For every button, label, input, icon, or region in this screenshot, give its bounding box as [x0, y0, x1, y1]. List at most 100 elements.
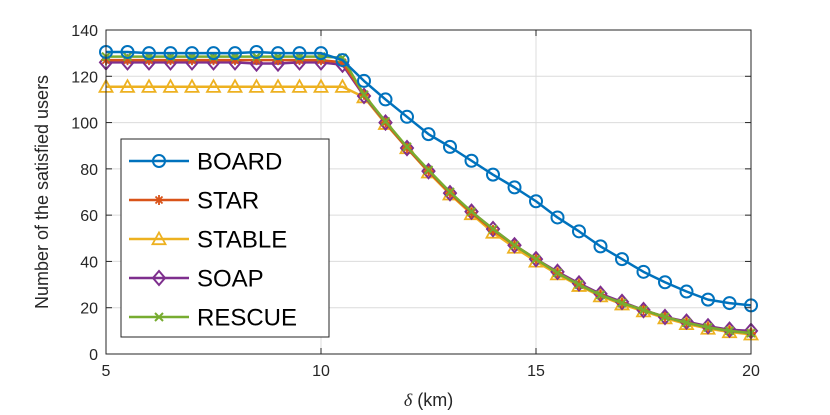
data-point-stable: [226, 78, 244, 93]
y-axis-title: Number of the satisfied users: [32, 75, 52, 309]
data-point-board: [507, 180, 522, 195]
data-point-rescue: [509, 240, 520, 250]
legend-label-star: STAR: [197, 188, 259, 215]
data-point-rescue: [488, 224, 498, 234]
data-point-board: [185, 46, 199, 61]
data-point-board: [206, 46, 221, 61]
data-point-stable: [312, 78, 330, 93]
data-point-board: [421, 127, 436, 142]
data-point-soap: [378, 114, 393, 132]
data-point-board: [163, 46, 178, 61]
data-point-rescue: [402, 142, 412, 152]
y-axis-tick-labels: 0 20 40 60 80 100 120 140: [71, 23, 98, 364]
legend-item-rescue: RESCUE: [129, 305, 297, 332]
data-point-board: [228, 46, 242, 61]
legend: BOARD STAR STABLE SOAP RESCUE: [120, 138, 330, 338]
data-point-soap: [399, 139, 415, 157]
y-tick-label: 60: [80, 208, 98, 225]
legend-item-board: BOARD: [129, 149, 282, 176]
data-point-rescue: [251, 51, 262, 62]
data-point-board: [636, 264, 651, 279]
data-point-rescue: [660, 312, 670, 322]
legend-marker-star: [154, 195, 164, 205]
x-tick-label: 5: [102, 363, 111, 380]
legend-item-soap: SOAP: [129, 266, 264, 293]
data-point-board: [486, 167, 500, 182]
data-point-board: [679, 284, 694, 299]
data-point-rescue: [724, 326, 735, 336]
data-point-rescue: [595, 290, 606, 300]
data-point-rescue: [703, 322, 713, 333]
data-point-stable: [248, 78, 265, 93]
data-point-rescue: [617, 298, 627, 308]
x-tick-label: 10: [312, 363, 330, 380]
legend-label-soap: SOAP: [197, 266, 264, 293]
data-point-board: [443, 139, 457, 154]
data-point-stable: [119, 78, 136, 93]
data-point-stable: [291, 78, 308, 93]
data-point-soap: [356, 87, 372, 105]
data-point-rescue: [638, 305, 649, 315]
legend-item-stable: STABLE: [129, 227, 287, 254]
legend-label-rescue: RESCUE: [197, 305, 297, 332]
data-point-board: [249, 44, 264, 59]
data-point-board: [271, 46, 285, 61]
series-line-board: [106, 50, 752, 307]
data-point-stable: [334, 78, 351, 93]
data-point-stable: [183, 78, 201, 93]
data-point-star: [337, 57, 348, 68]
data-point-star: [251, 55, 262, 66]
legend-marker-rescue: [154, 312, 164, 322]
y-tick-label: 120: [71, 69, 98, 86]
x-tick-label: 15: [527, 363, 545, 380]
data-point-board: [335, 53, 350, 68]
data-point-board: [593, 239, 608, 254]
legend-item-star: STAR: [129, 188, 259, 215]
series-board: [99, 44, 758, 313]
data-point-board: [464, 153, 479, 168]
x-tick-label: 20: [742, 363, 760, 380]
y-tick-label: 100: [71, 116, 98, 133]
data-point-rescue: [359, 90, 369, 100]
data-point-stable: [162, 78, 179, 93]
data-point-board: [529, 194, 543, 209]
data-point-rescue: [466, 206, 477, 217]
data-point-rescue: [681, 318, 692, 328]
data-point-rescue: [423, 165, 434, 175]
data-point-board: [701, 292, 715, 307]
y-tick-label: 0: [89, 347, 98, 364]
data-point-rescue: [445, 187, 455, 197]
y-tick-label: 140: [71, 23, 98, 40]
data-point-board: [658, 275, 672, 290]
data-point-board: [615, 252, 629, 267]
data-point-board: [357, 73, 371, 88]
data-point-board: [142, 46, 156, 61]
y-tick-label: 20: [80, 301, 98, 318]
plot-frame: [105, 29, 752, 355]
data-point-board: [572, 224, 586, 239]
data-point-stable: [205, 78, 222, 93]
legend-marker-stable: [150, 230, 168, 246]
data-point-rescue: [122, 51, 133, 62]
data-point-board: [378, 92, 393, 107]
legend-label-stable: STABLE: [197, 227, 287, 254]
legend-items: BOARD STAR STABLE SOAP RESCUE: [129, 149, 297, 332]
data-point-board: [120, 44, 135, 59]
data-point-board: [292, 46, 307, 61]
data-point-star: [122, 55, 133, 66]
legend-marker-soap: [151, 269, 167, 287]
data-point-rescue: [552, 268, 563, 278]
data-point-board: [400, 109, 414, 124]
data-point-rescue: [574, 279, 584, 290]
x-axis-tick-labels: 5 10 15 20: [102, 363, 760, 380]
data-point-stable: [269, 78, 287, 93]
x-axis-title: δ (km): [404, 390, 453, 410]
legend-label-board: BOARD: [197, 149, 282, 176]
y-tick-label: 80: [80, 162, 98, 179]
data-point-rescue: [531, 254, 541, 264]
legend-marker-board: [152, 154, 166, 168]
data-point-stable: [140, 78, 158, 93]
data-point-board: [314, 46, 328, 61]
axis-ticks: [105, 29, 752, 355]
